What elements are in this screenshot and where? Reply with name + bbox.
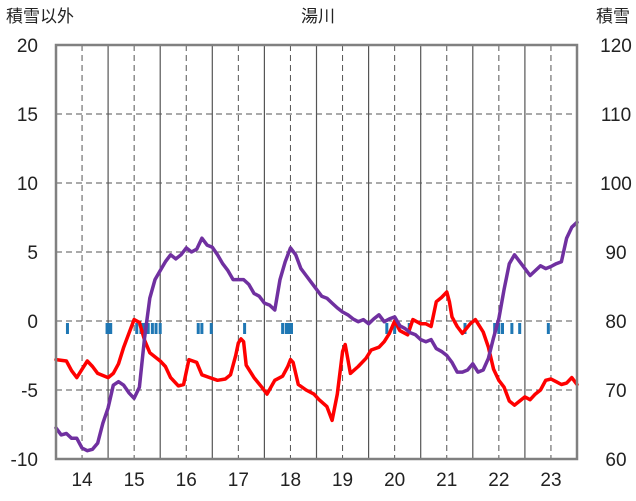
right-tick-label: 110: [601, 105, 631, 126]
blue-tick-mark: [385, 323, 389, 334]
right-tick-label: 80: [605, 312, 626, 333]
blue-tick-mark: [196, 323, 200, 334]
right-tick-label: 70: [605, 381, 626, 402]
plot-frame: [54, 43, 579, 461]
blue-tick-mark: [500, 323, 504, 334]
left-tick-label: 5: [27, 243, 38, 264]
right-axis-title: 積雪: [596, 7, 630, 27]
x-tick-label: 23: [540, 470, 561, 491]
left-tick-label: 15: [17, 105, 38, 126]
right-tick-labels: 120 110 100 90 80 70 60: [600, 36, 632, 471]
blue-tick-mark: [150, 323, 154, 334]
x-tick-labels: 14 15 16 17 18 19 20 21 22 23: [71, 470, 561, 491]
blue-tick-mark: [393, 323, 397, 334]
blue-tick-mark: [546, 323, 550, 334]
right-tick-label: 90: [605, 243, 626, 264]
x-tick-label: 19: [332, 470, 353, 491]
blue-tick-mark: [243, 323, 247, 334]
blue-tick-mark: [105, 323, 109, 334]
x-tick-label: 14: [71, 470, 93, 491]
series-line-1: [54, 290, 579, 423]
x-tick-label: 17: [228, 470, 249, 491]
blue-tick-mark: [510, 323, 514, 334]
blue-tick-mark: [209, 323, 213, 334]
left-tick-label: 20: [17, 36, 38, 57]
blue-tick-mark: [109, 323, 113, 334]
right-tick-label: 60: [605, 450, 626, 471]
blue-tick-mark: [141, 323, 145, 334]
x-tick-label: 22: [488, 470, 509, 491]
left-axis-title: 積雪以外: [6, 7, 74, 27]
left-tick-label: -5: [21, 381, 38, 402]
series-line-2: [54, 220, 579, 453]
left-tick-label: 10: [17, 174, 38, 195]
blue-tick-mark: [158, 323, 162, 334]
blue-tick-mark: [518, 323, 522, 334]
x-tick-label: 20: [384, 470, 405, 491]
blue-tick-mark: [284, 323, 288, 334]
grid: [56, 45, 577, 459]
blue-tick-mark: [65, 323, 69, 334]
blue-tick-mark: [154, 323, 158, 334]
left-tick-label: 0: [27, 312, 38, 333]
x-tick-label: 15: [124, 470, 145, 491]
blue-tick-mark: [287, 323, 291, 334]
blue-tick-mark: [146, 323, 150, 334]
blue-tick-mark: [107, 323, 111, 334]
right-tick-label: 120: [600, 36, 632, 57]
blue-tick-mark: [200, 323, 204, 334]
blue-tick-mark: [281, 323, 285, 334]
blue-tick-mark: [497, 323, 501, 334]
right-tick-label: 100: [600, 174, 632, 195]
series-lines: [54, 220, 579, 453]
blue-tick-mark: [135, 323, 139, 334]
chart-title: 湯川: [301, 7, 335, 27]
x-tick-label: 18: [280, 470, 301, 491]
left-tick-labels: 20 15 10 5 0 -5 -10: [11, 36, 38, 471]
x-tick-label: 21: [436, 470, 457, 491]
blue-tick-mark: [289, 323, 293, 334]
left-tick-label: -10: [11, 450, 38, 471]
x-tick-label: 16: [176, 470, 197, 491]
